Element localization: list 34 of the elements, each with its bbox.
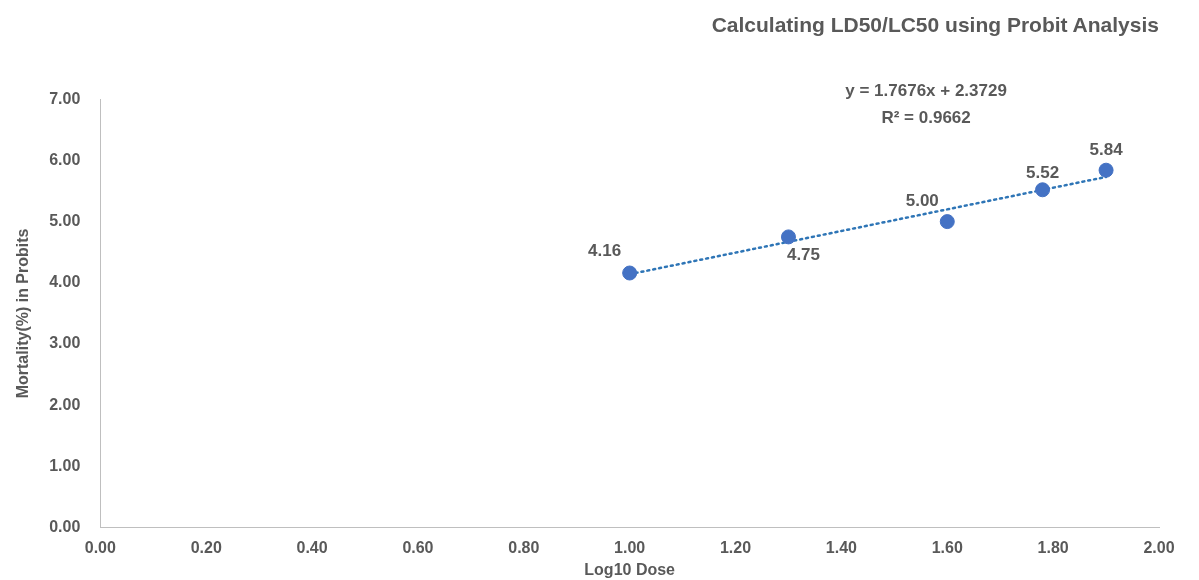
x-tick-label: 1.80: [1037, 538, 1069, 556]
x-axis-title: Log10 Dose: [584, 560, 676, 578]
x-tick-label: 1.40: [825, 538, 858, 556]
y-tick-label: 4.00: [49, 273, 81, 291]
y-tick-label: 6.00: [49, 150, 81, 168]
x-tick-label: 0.80: [508, 538, 540, 556]
data-label: 5.00: [905, 191, 939, 211]
x-tick-label: 1.60: [931, 538, 963, 556]
data-label: 4.16: [588, 240, 622, 260]
x-tick-label: 0.60: [402, 538, 434, 556]
annotation: R² = 0.9662: [881, 107, 971, 127]
x-tick-label: 1.00: [614, 538, 646, 556]
x-tick-label: 0.20: [190, 538, 222, 556]
y-tick-label: 3.00: [49, 334, 81, 352]
point: [622, 265, 638, 281]
y-tick-label: 1.00: [49, 456, 81, 474]
y-tick-label: 0.00: [49, 518, 81, 536]
x-tick-label: 0.40: [296, 538, 328, 556]
y-tick-label: 5.00: [49, 212, 81, 230]
x-tick-label: 1.20: [719, 538, 752, 556]
point: [939, 214, 955, 230]
point: [1035, 182, 1051, 198]
data-label: 5.52: [1026, 163, 1060, 183]
data-label: 5.84: [1089, 139, 1124, 159]
y-tick-label: 2.00: [49, 395, 81, 413]
data-label: 4.75: [786, 244, 821, 264]
point: [1098, 162, 1114, 178]
chart-title: Calculating LD50/LC50 using Probit Analysis: [711, 13, 1159, 37]
point: [780, 229, 796, 245]
annotation: y = 1.7676x + 2.3729: [845, 80, 1007, 100]
y-tick-label: 7.00: [49, 89, 81, 107]
x-tick-label: 2.00: [1143, 538, 1175, 556]
y-axis-title: Mortality(%) in Probits: [14, 228, 32, 399]
x-tick-label: 0.00: [84, 538, 117, 556]
